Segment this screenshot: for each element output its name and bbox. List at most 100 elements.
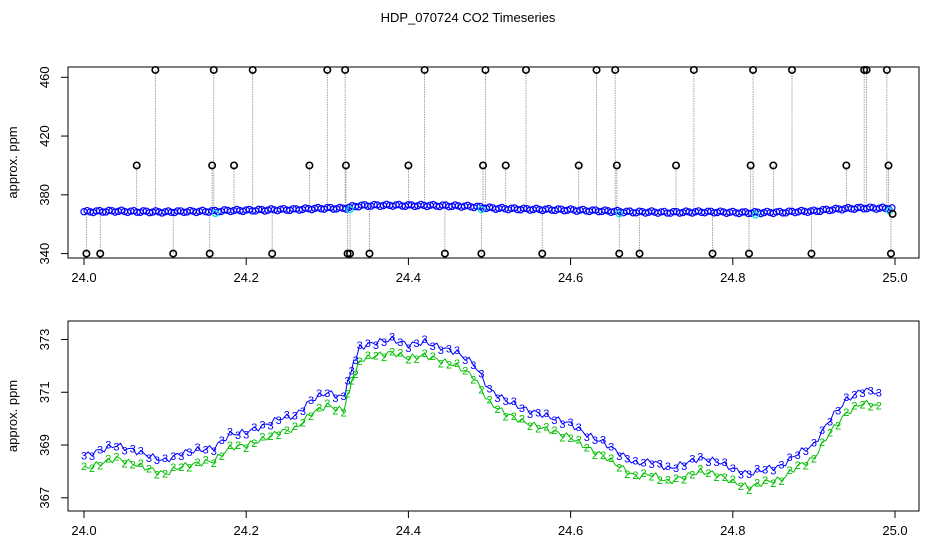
data-point: [417, 200, 425, 209]
series-marker: 2: [470, 375, 476, 387]
series-marker: 3: [365, 338, 371, 350]
series-marker: 3: [551, 415, 557, 427]
series-marker: 2: [495, 404, 501, 416]
spike-point: [749, 65, 758, 74]
y-tick-label: 460: [37, 66, 52, 88]
series-marker: 3: [689, 454, 695, 466]
series-marker: 3: [851, 390, 857, 402]
spike-point: [205, 249, 214, 258]
spike-point: [343, 249, 352, 258]
series-marker: 3: [576, 422, 582, 434]
x-tick-label: 25.0: [882, 270, 907, 285]
spike-point: [341, 161, 350, 170]
data-point: [566, 205, 575, 213]
series-marker: 2: [519, 414, 525, 426]
series-line: [83, 335, 880, 476]
spike-point: [807, 249, 816, 258]
series-marker: 3: [146, 453, 152, 465]
series-marker: 3: [413, 338, 419, 350]
series-marker: 3: [486, 383, 492, 395]
y-tick-label: 371: [37, 381, 52, 403]
y-tick-label: 373: [37, 329, 52, 351]
spike-point: [615, 249, 624, 258]
series-marker: 2: [714, 472, 720, 484]
series-marker: 2: [292, 421, 298, 433]
series-marker: 2: [365, 350, 371, 362]
spike-point: [746, 161, 755, 170]
series-marker: 3: [267, 420, 273, 432]
series-marker: 2: [308, 411, 314, 423]
spike-point: [612, 161, 621, 170]
series-marker: 3: [876, 387, 882, 399]
series-marker: 2: [527, 421, 533, 433]
series-marker: 2: [665, 474, 671, 486]
series-marker: 3: [430, 341, 436, 353]
spike-point: [268, 249, 277, 258]
series-marker: 3: [219, 435, 225, 447]
data-point: [615, 210, 623, 218]
data-point: [410, 202, 419, 211]
series-marker: 2: [535, 424, 541, 436]
spike-point: [132, 161, 141, 170]
x-tick-label: 24.0: [71, 523, 96, 538]
x-tick-label: 25.0: [882, 523, 907, 538]
series-marker: 2: [462, 365, 468, 377]
series-marker: 2: [730, 474, 736, 486]
series-marker: 3: [113, 441, 119, 453]
x-tick-label: 24.2: [234, 523, 259, 538]
series-marker: 3: [259, 420, 265, 432]
series-marker: 3: [495, 393, 501, 405]
spike-point: [346, 249, 355, 258]
series-marker: 3: [843, 392, 849, 404]
spike-point: [248, 65, 257, 74]
series-marker: 2: [738, 481, 744, 493]
series-marker: 2: [746, 485, 752, 497]
series-marker: 3: [227, 427, 233, 439]
plot-frame: [67, 66, 920, 259]
series-marker: 2: [219, 451, 225, 463]
spike-point: [860, 65, 869, 74]
series-marker: 3: [300, 406, 306, 418]
series-marker: 2: [600, 450, 606, 462]
spike-point: [884, 161, 893, 170]
series-marker: 3: [345, 375, 351, 387]
series-marker: 3: [722, 457, 728, 469]
spike-point: [365, 249, 374, 258]
series-marker: 2: [681, 475, 687, 487]
series-marker: 2: [835, 421, 841, 433]
series-marker: 2: [154, 470, 160, 482]
spike-point: [169, 249, 178, 258]
spike-point: [521, 65, 530, 74]
series-marker: 3: [616, 451, 622, 463]
series-marker: 3: [276, 415, 282, 427]
top-panel: 24.0 24.2 24.4 24.6 24.8 25.0 340 380 420 460 appr…: [5, 65, 920, 285]
series-marker: 2: [284, 425, 290, 437]
x-tick-label: 24.4: [396, 270, 421, 285]
series-marker: 3: [762, 465, 768, 477]
series-marker: 3: [324, 388, 330, 400]
series-marker: 2: [608, 453, 614, 465]
series-marker: 3: [746, 469, 752, 481]
page-title: HDP_070724 CO2 Timeseries: [381, 10, 556, 25]
series-marker: 2: [478, 385, 484, 397]
series-marker: 2: [705, 468, 711, 480]
series-marker: 2: [211, 458, 217, 470]
data-point: [477, 205, 486, 214]
series-marker: 2: [697, 463, 703, 475]
series-marker: 3: [349, 365, 355, 377]
series-marker: 3: [162, 453, 168, 465]
series-marker: 3: [584, 432, 590, 444]
series-marker: 2: [324, 398, 330, 410]
series-marker: 2: [438, 358, 444, 370]
data-point: [261, 207, 269, 215]
series-marker: 3: [641, 458, 647, 470]
series-marker: 2: [795, 460, 801, 472]
series-marker: 3: [811, 438, 817, 450]
series-marker: 3: [705, 457, 711, 469]
series-marker: 3: [243, 429, 249, 441]
series-marker: 2: [397, 347, 403, 359]
data-point: [382, 200, 391, 208]
data-point: [376, 202, 385, 211]
series-marker: 3: [89, 451, 95, 463]
data-point: [716, 207, 725, 215]
